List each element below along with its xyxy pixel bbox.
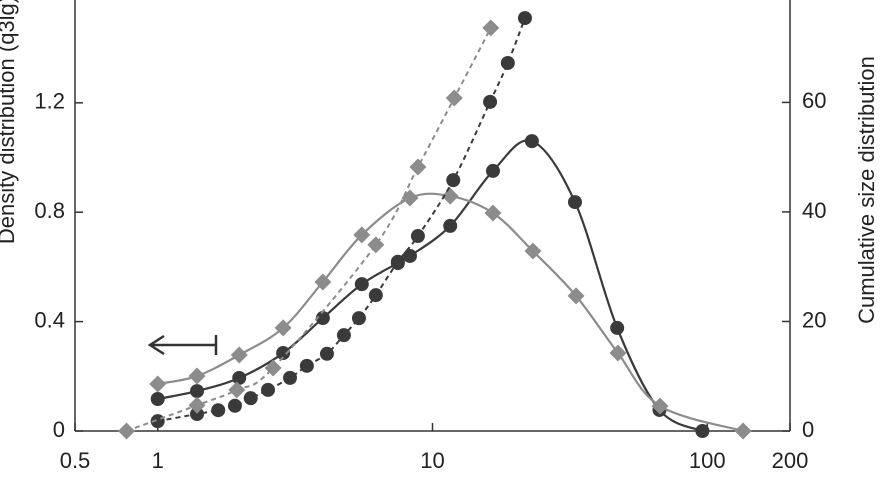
point (409, 158, 427, 176)
y2-tick-label: 20 (802, 307, 826, 332)
point (401, 189, 419, 207)
point (651, 397, 669, 415)
point (261, 382, 276, 397)
x-tick-label: 200 (772, 448, 809, 473)
point (150, 392, 165, 407)
point (230, 346, 248, 364)
point (734, 422, 752, 440)
x-tick-label: 100 (689, 448, 726, 473)
point (232, 370, 247, 385)
point (446, 173, 461, 188)
point (402, 248, 417, 263)
point (211, 403, 226, 418)
x-tick-label: 1 (152, 448, 164, 473)
series-line (126, 27, 492, 432)
point (485, 163, 500, 178)
point (368, 288, 383, 303)
point (228, 381, 246, 399)
point (354, 277, 369, 292)
point (567, 287, 585, 305)
series-line (157, 139, 703, 433)
point (243, 391, 258, 406)
point (299, 358, 314, 373)
x-tick-label: 10 (420, 448, 444, 473)
point (567, 195, 582, 210)
point (315, 311, 330, 326)
point (517, 11, 532, 26)
point (483, 94, 498, 109)
point (118, 422, 136, 440)
y-axis-label: Density distribution (q3lg) (0, 0, 19, 244)
y-tick-label: 1.2 (34, 89, 65, 114)
point (445, 89, 463, 107)
x-tick-label: 0.5 (60, 448, 91, 473)
point (336, 328, 351, 343)
point (314, 273, 332, 291)
point (484, 204, 502, 222)
point (367, 236, 385, 254)
point (609, 344, 627, 362)
point (188, 396, 206, 414)
point (524, 242, 542, 260)
point (188, 367, 206, 385)
point (264, 359, 282, 377)
point (276, 346, 291, 361)
y-tick-label: 0.4 (34, 307, 65, 332)
point (283, 370, 298, 385)
point (190, 407, 205, 422)
point (695, 424, 710, 438)
y-tick-label: 0.8 (34, 198, 65, 223)
point (149, 375, 167, 393)
point (353, 226, 371, 244)
y2-tick-label: 40 (802, 198, 826, 223)
point (190, 384, 205, 399)
y-tick-label: 0 (53, 417, 65, 442)
y2-axis-label: Cumulative size distribution (854, 56, 879, 324)
point (274, 319, 292, 337)
point (524, 134, 539, 149)
point (227, 398, 242, 413)
point (410, 229, 425, 244)
arrow (147, 334, 218, 356)
point (443, 218, 458, 233)
point (441, 187, 459, 205)
series-line (157, 17, 526, 423)
y2-tick-label: 0 (802, 417, 814, 442)
point (482, 19, 500, 37)
point (610, 320, 625, 335)
y2-tick-label: 60 (802, 88, 826, 113)
point (500, 55, 515, 70)
point (351, 311, 366, 326)
point (319, 346, 334, 361)
point (390, 254, 405, 269)
